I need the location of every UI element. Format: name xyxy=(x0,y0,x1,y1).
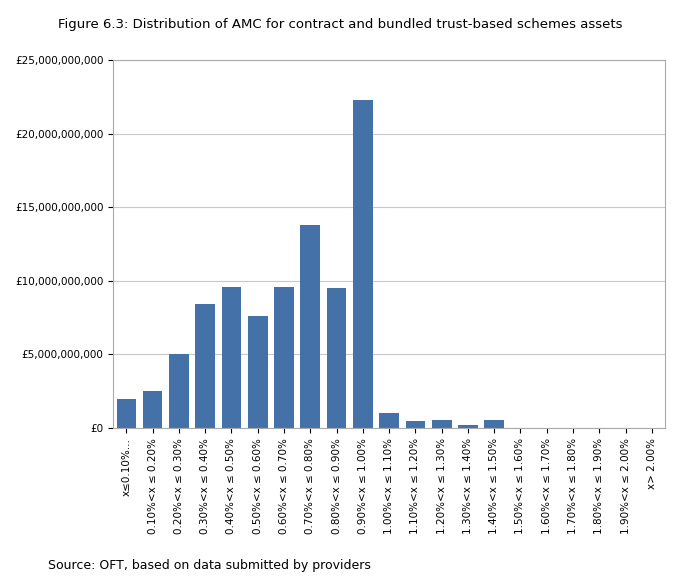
Bar xyxy=(301,225,320,428)
Bar xyxy=(274,287,294,428)
Bar xyxy=(484,420,504,428)
Bar xyxy=(432,420,452,428)
Bar xyxy=(458,425,478,428)
Text: Figure 6.3: Distribution of AMC for contract and bundled trust-based schemes ass: Figure 6.3: Distribution of AMC for cont… xyxy=(58,18,622,30)
Bar xyxy=(379,413,399,428)
Bar xyxy=(143,391,163,428)
Bar xyxy=(248,316,268,428)
Bar xyxy=(169,354,189,428)
Bar xyxy=(353,100,373,428)
Bar xyxy=(222,287,241,428)
Bar xyxy=(195,304,215,428)
Bar xyxy=(116,399,136,428)
Bar xyxy=(326,288,346,428)
Text: Source: OFT, based on data submitted by providers: Source: OFT, based on data submitted by … xyxy=(48,559,371,572)
Bar xyxy=(405,420,425,428)
